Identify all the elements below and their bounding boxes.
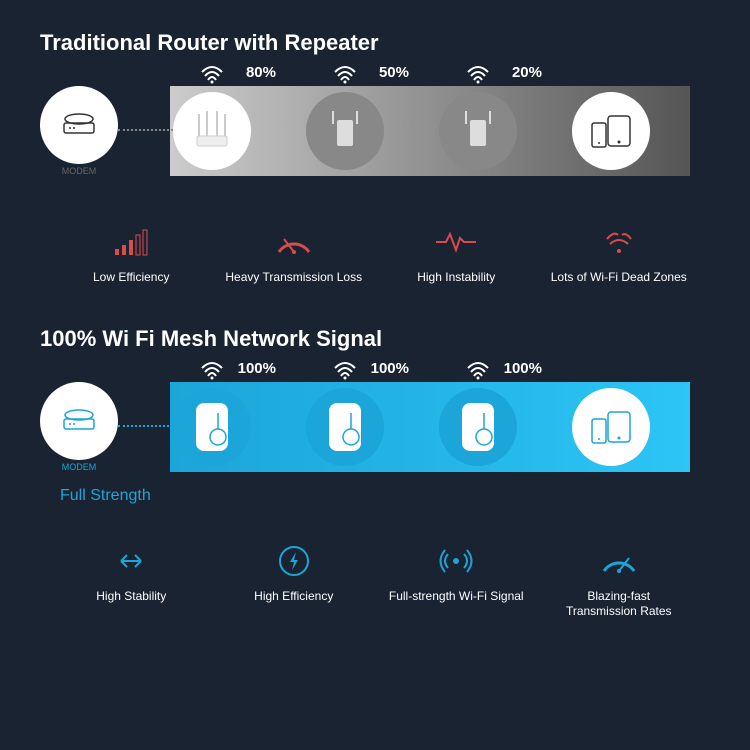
connector-blue xyxy=(517,425,572,429)
mesh-features: High Stability High Efficiency Full-stre… xyxy=(40,545,710,620)
connector-arrow xyxy=(251,129,306,133)
signal-icon xyxy=(438,545,474,577)
feature-full-signal: Full-strength Wi-Fi Signal xyxy=(375,545,538,620)
modem-circle xyxy=(40,86,118,164)
arrows-icon xyxy=(113,545,149,577)
wifi-icon xyxy=(466,64,490,90)
modem-node-2: MODEM xyxy=(40,382,118,472)
repeater2-node: 20% xyxy=(439,92,517,170)
pulse-icon xyxy=(434,226,478,258)
pct-100b: 100% xyxy=(371,360,409,377)
connector-blue xyxy=(251,425,306,429)
feature-label: High Instability xyxy=(417,270,495,286)
traditional-chain: MODEM 80% 50% xyxy=(40,76,710,186)
pct-80: 80% xyxy=(246,64,276,81)
bars-icon xyxy=(113,226,149,258)
feature-blazing-fast: Blazing-fast Transmission Rates xyxy=(538,545,701,620)
feature-label: Lots of Wi-Fi Dead Zones xyxy=(551,270,687,286)
feature-instability: High Instability xyxy=(375,226,538,286)
mesh2-node: 100% xyxy=(306,388,384,466)
gauge-blue-icon xyxy=(599,545,639,577)
wifi-icon xyxy=(333,360,357,386)
section1-title: Traditional Router with Repeater xyxy=(40,30,710,56)
feature-heavy-loss: Heavy Transmission Loss xyxy=(213,226,376,286)
wifi-icon xyxy=(200,360,224,386)
section2-title: 100% Wi Fi Mesh Network Signal xyxy=(40,326,710,352)
mesh2-circle xyxy=(306,388,384,466)
devices-circle-2 xyxy=(572,388,650,466)
pct-100a: 100% xyxy=(238,360,276,377)
wifi-icon xyxy=(466,360,490,386)
connector-arrow xyxy=(517,129,572,133)
traditional-section: Traditional Router with Repeater MODEM 8… xyxy=(0,0,750,296)
feature-label: Blazing-fast Transmission Rates xyxy=(566,589,672,620)
repeater1-node: 50% xyxy=(306,92,384,170)
gauge-icon xyxy=(274,226,314,258)
repeater2-circle xyxy=(439,92,517,170)
feature-label: High Stability xyxy=(96,589,166,605)
connector-dotted-blue xyxy=(118,425,173,429)
feature-label: Heavy Transmission Loss xyxy=(225,270,362,286)
mesh-chain: MODEM 100% 100% 100% xyxy=(40,372,710,482)
pct-100c: 100% xyxy=(504,360,542,377)
wifi-icon xyxy=(333,64,357,90)
wifi-broken-icon xyxy=(604,226,634,258)
feature-low-efficiency: Low Efficiency xyxy=(50,226,213,286)
connector-blue xyxy=(384,425,439,429)
pct-20: 20% xyxy=(512,64,542,81)
mesh3-node: 100% xyxy=(439,388,517,466)
feature-high-efficiency: High Efficiency xyxy=(213,545,376,620)
repeater1-circle xyxy=(306,92,384,170)
modem-node: MODEM xyxy=(40,86,118,176)
router-node: 80% xyxy=(173,92,251,170)
feature-high-stability: High Stability xyxy=(50,545,213,620)
devices-node-2 xyxy=(572,388,650,466)
feature-label: High Efficiency xyxy=(254,589,333,605)
mesh1-circle xyxy=(173,388,251,466)
pct-50: 50% xyxy=(379,64,409,81)
connector-arrow xyxy=(384,129,439,133)
router-circle xyxy=(173,92,251,170)
feature-label: Full-strength Wi-Fi Signal xyxy=(389,589,524,605)
full-strength-label: Full Strength xyxy=(60,487,710,505)
devices-node xyxy=(572,92,650,170)
mesh-section: 100% Wi Fi Mesh Network Signal MODEM 100… xyxy=(0,296,750,630)
modem-label-2: MODEM xyxy=(62,462,97,472)
bolt-icon xyxy=(278,545,310,577)
connector-dotted xyxy=(118,129,173,133)
wifi-icon xyxy=(200,64,224,90)
mesh3-circle xyxy=(439,388,517,466)
devices-circle xyxy=(572,92,650,170)
traditional-features: Low Efficiency Heavy Transmission Loss H… xyxy=(40,226,710,286)
feature-dead-zones: Lots of Wi-Fi Dead Zones xyxy=(538,226,701,286)
modem-circle-2 xyxy=(40,382,118,460)
feature-label: Low Efficiency xyxy=(93,270,169,286)
modem-label: MODEM xyxy=(62,166,97,176)
mesh1-node: 100% xyxy=(173,388,251,466)
